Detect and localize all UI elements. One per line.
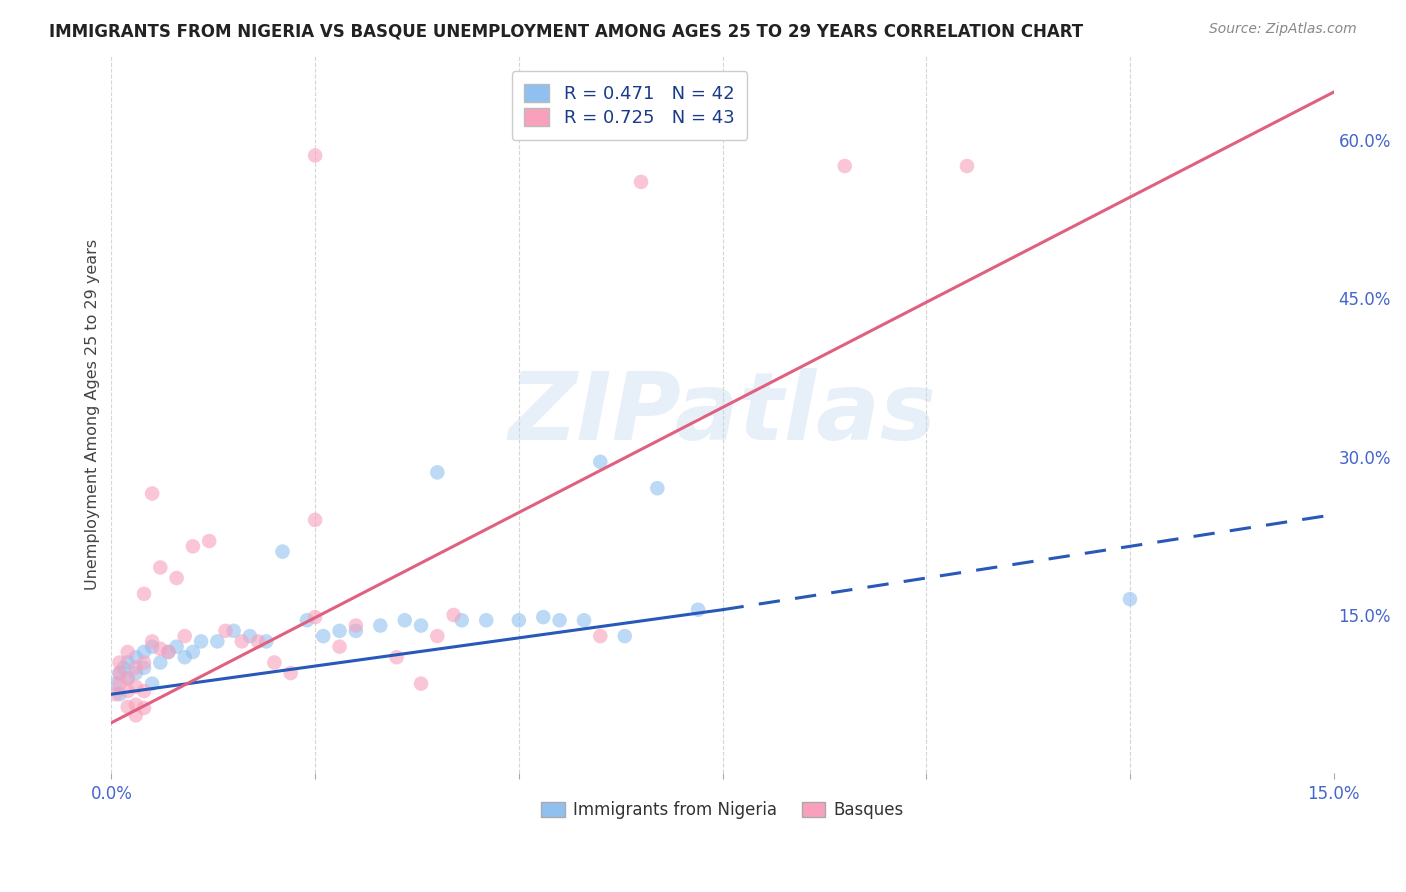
Point: [589, 455, 612, 469]
Point: [426, 466, 449, 480]
Point: [263, 656, 285, 670]
Point: [141, 634, 163, 648]
Point: [304, 610, 326, 624]
Point: [117, 656, 139, 670]
Point: [157, 645, 180, 659]
Point: [125, 708, 148, 723]
Point: [222, 624, 245, 638]
Point: [149, 656, 172, 670]
Point: [108, 687, 131, 701]
Point: [1119, 592, 1142, 607]
Point: [141, 640, 163, 654]
Point: [190, 634, 212, 648]
Point: [304, 148, 326, 162]
Point: [508, 613, 530, 627]
Point: [104, 687, 127, 701]
Point: [125, 680, 148, 694]
Point: [329, 640, 352, 654]
Point: [108, 666, 131, 681]
Point: [409, 618, 432, 632]
Point: [394, 613, 416, 627]
Point: [125, 650, 148, 665]
Point: [239, 629, 262, 643]
Point: [132, 684, 155, 698]
Point: [613, 629, 636, 643]
Point: [329, 624, 352, 638]
Text: IMMIGRANTS FROM NIGERIA VS BASQUE UNEMPLOYMENT AMONG AGES 25 TO 29 YEARS CORRELA: IMMIGRANTS FROM NIGERIA VS BASQUE UNEMPL…: [49, 22, 1084, 40]
Point: [117, 699, 139, 714]
Point: [443, 607, 465, 622]
Point: [312, 629, 335, 643]
Point: [589, 629, 612, 643]
Y-axis label: Unemployment Among Ages 25 to 29 years: Unemployment Among Ages 25 to 29 years: [86, 239, 100, 590]
Point: [450, 613, 472, 627]
Point: [647, 481, 669, 495]
Point: [344, 624, 367, 638]
Point: [572, 613, 595, 627]
Point: [108, 676, 131, 690]
Point: [548, 613, 571, 627]
Point: [207, 634, 229, 648]
Text: Source: ZipAtlas.com: Source: ZipAtlas.com: [1209, 22, 1357, 37]
Point: [630, 175, 652, 189]
Point: [132, 661, 155, 675]
Point: [409, 676, 432, 690]
Point: [104, 676, 127, 690]
Point: [531, 610, 554, 624]
Point: [254, 634, 277, 648]
Point: [368, 618, 391, 632]
Point: [475, 613, 498, 627]
Point: [173, 650, 195, 665]
Point: [157, 645, 180, 659]
Point: [149, 641, 172, 656]
Point: [688, 603, 710, 617]
Legend: Immigrants from Nigeria, Basques: Immigrants from Nigeria, Basques: [534, 795, 911, 826]
Point: [112, 661, 135, 675]
Point: [166, 571, 188, 585]
Point: [295, 613, 318, 627]
Point: [117, 671, 139, 685]
Point: [117, 684, 139, 698]
Point: [956, 159, 979, 173]
Point: [141, 486, 163, 500]
Point: [385, 650, 408, 665]
Point: [271, 544, 294, 558]
Point: [181, 645, 204, 659]
Point: [132, 645, 155, 659]
Text: ZIPatlas: ZIPatlas: [509, 368, 936, 460]
Point: [304, 513, 326, 527]
Point: [344, 618, 367, 632]
Point: [132, 587, 155, 601]
Point: [149, 560, 172, 574]
Point: [108, 656, 131, 670]
Point: [125, 661, 148, 675]
Point: [132, 656, 155, 670]
Point: [280, 666, 302, 681]
Point: [198, 534, 221, 549]
Point: [247, 634, 270, 648]
Point: [834, 159, 856, 173]
Point: [132, 701, 155, 715]
Point: [214, 624, 236, 638]
Point: [426, 629, 449, 643]
Point: [166, 640, 188, 654]
Point: [125, 698, 148, 712]
Point: [108, 666, 131, 681]
Point: [125, 666, 148, 681]
Point: [117, 671, 139, 685]
Point: [181, 539, 204, 553]
Point: [141, 676, 163, 690]
Point: [173, 629, 195, 643]
Point: [117, 645, 139, 659]
Point: [231, 634, 253, 648]
